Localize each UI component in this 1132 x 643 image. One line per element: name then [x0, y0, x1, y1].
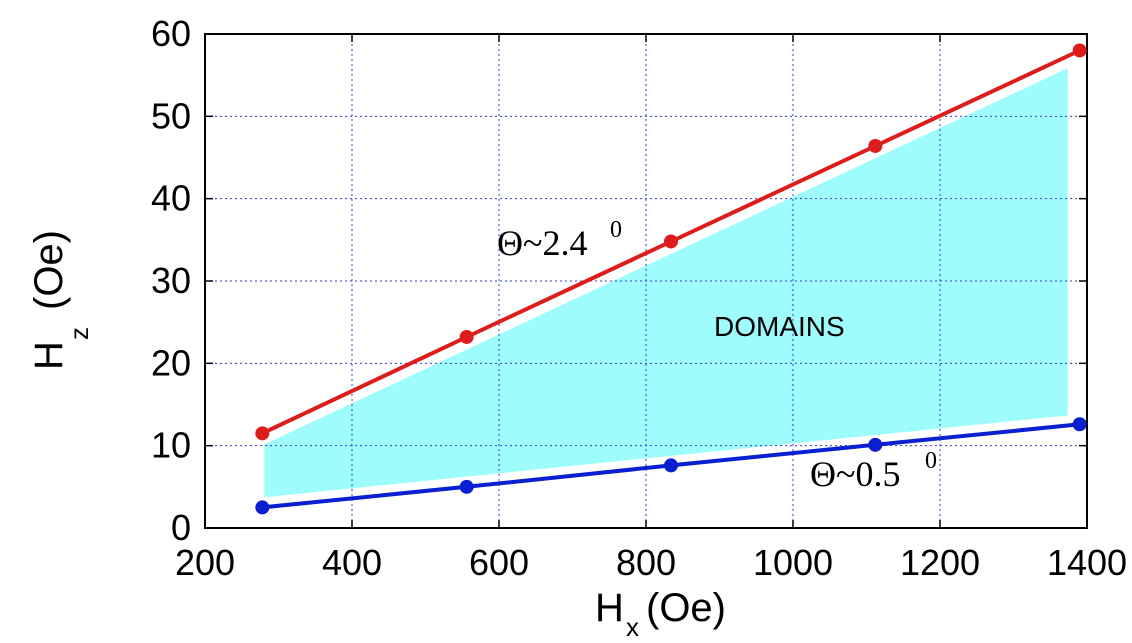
x-tick-label-5: 1200 — [900, 542, 980, 583]
x-axis-label-unit: (Oe) — [646, 586, 726, 630]
x-tick-label-0: 200 — [175, 542, 235, 583]
y-axis-label-main: H — [27, 341, 71, 370]
y-tick-label-6: 60 — [151, 13, 191, 54]
x-tick-label-4: 1000 — [753, 542, 833, 583]
theta-upper-label: Θ~2.4 — [497, 223, 587, 263]
series-0-point-1 — [459, 329, 474, 344]
series-0-point-3 — [868, 138, 883, 153]
y-axis-label-group: Hz (Oe) — [27, 230, 94, 370]
series-0-point-2 — [663, 234, 678, 249]
y-tick-label-0: 0 — [171, 507, 191, 548]
series-1-point-0 — [255, 500, 270, 515]
x-tick-label-1: 400 — [322, 542, 382, 583]
theta-lower-label: Θ~0.5 — [810, 454, 900, 494]
x-tick-label-3: 800 — [616, 542, 676, 583]
series-1-point-4 — [1072, 417, 1087, 432]
series-1-point-2 — [663, 458, 678, 473]
x-tick-label-6: 1400 — [1047, 542, 1127, 583]
series-1-point-1 — [459, 479, 474, 494]
y-tick-label-1: 10 — [151, 425, 191, 466]
theta-upper-sup: 0 — [610, 217, 622, 243]
series-0-point-0 — [255, 426, 270, 441]
series-1-point-3 — [868, 437, 883, 452]
plot-frame-layer — [204, 33, 1088, 529]
y-axis-label-unit: (Oe) — [27, 230, 71, 310]
tick-labels-layer: 200 400 600 800 1000 1200 1400 0 10 20 30 40 50 60 — [151, 13, 1127, 583]
x-tick-label-2: 600 — [469, 542, 529, 583]
x-axis-label-sub: x — [626, 612, 639, 642]
theta-lower-sup: 0 — [925, 448, 937, 474]
y-tick-label-2: 20 — [151, 342, 191, 383]
domains-label: DOMAINS — [714, 311, 845, 342]
series-0-point-4 — [1072, 43, 1087, 58]
y-axis-label-sub: z — [64, 327, 94, 340]
y-tick-label-5: 50 — [151, 95, 191, 136]
domains-shaded-region — [264, 68, 1068, 498]
annotations-layer: Θ~2.4 0 Θ~0.5 0 DOMAINS — [497, 217, 937, 494]
series-layer — [255, 43, 1087, 515]
grid-layer — [205, 34, 1087, 528]
y-tick-label-3: 30 — [151, 260, 191, 301]
domains-region-layer — [264, 68, 1068, 498]
y-tick-label-4: 40 — [151, 178, 191, 219]
x-axis-label-main: H — [595, 586, 624, 630]
